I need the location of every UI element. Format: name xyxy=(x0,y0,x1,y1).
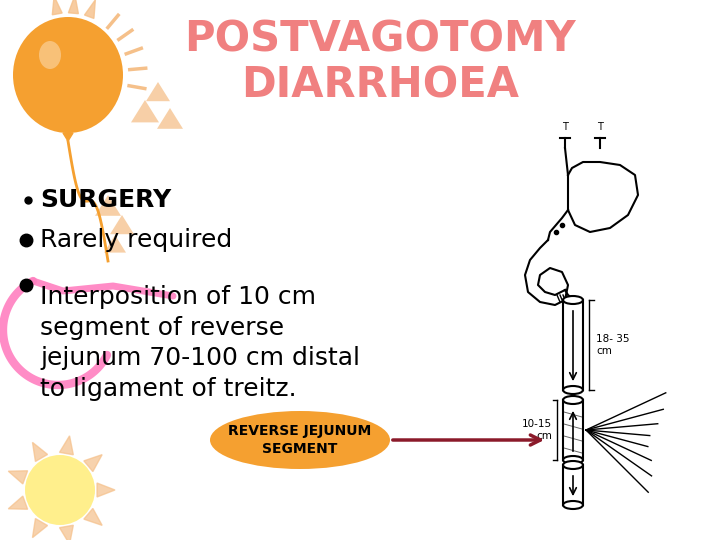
Polygon shape xyxy=(9,496,27,509)
Polygon shape xyxy=(60,525,73,540)
Ellipse shape xyxy=(210,411,390,469)
Polygon shape xyxy=(63,133,73,141)
Polygon shape xyxy=(53,0,62,15)
Text: T: T xyxy=(562,122,568,132)
Text: Rarely required: Rarely required xyxy=(40,228,233,252)
Polygon shape xyxy=(131,100,159,123)
Ellipse shape xyxy=(39,41,61,69)
Polygon shape xyxy=(146,82,170,101)
Ellipse shape xyxy=(563,296,583,304)
Polygon shape xyxy=(84,509,102,525)
Polygon shape xyxy=(95,195,121,216)
Ellipse shape xyxy=(563,501,583,509)
Ellipse shape xyxy=(563,456,583,464)
Polygon shape xyxy=(84,0,95,18)
Polygon shape xyxy=(84,455,102,471)
Text: DIARRHOEA: DIARRHOEA xyxy=(241,64,519,106)
Ellipse shape xyxy=(563,386,583,394)
Polygon shape xyxy=(60,436,73,455)
Text: 10-15
cm: 10-15 cm xyxy=(522,419,552,441)
Text: Interposition of 10 cm
segment of reverse
jejunum 70-100 cm distal
to ligament o: Interposition of 10 cm segment of revers… xyxy=(40,285,360,401)
Circle shape xyxy=(25,455,95,525)
Polygon shape xyxy=(110,215,134,234)
Text: POSTVAGOTOMY: POSTVAGOTOMY xyxy=(184,19,576,61)
Ellipse shape xyxy=(563,461,583,469)
Polygon shape xyxy=(157,108,183,129)
Polygon shape xyxy=(68,0,78,14)
Ellipse shape xyxy=(563,396,583,404)
Polygon shape xyxy=(104,235,126,253)
Ellipse shape xyxy=(13,17,123,133)
Text: SURGERY: SURGERY xyxy=(40,188,171,212)
Polygon shape xyxy=(32,518,48,538)
Polygon shape xyxy=(97,483,115,497)
Polygon shape xyxy=(32,442,48,462)
Text: 18- 35
cm: 18- 35 cm xyxy=(596,334,629,356)
Text: T: T xyxy=(597,122,603,132)
Text: REVERSE JEJUNUM
SEGMENT: REVERSE JEJUNUM SEGMENT xyxy=(228,424,372,456)
Polygon shape xyxy=(9,471,27,484)
